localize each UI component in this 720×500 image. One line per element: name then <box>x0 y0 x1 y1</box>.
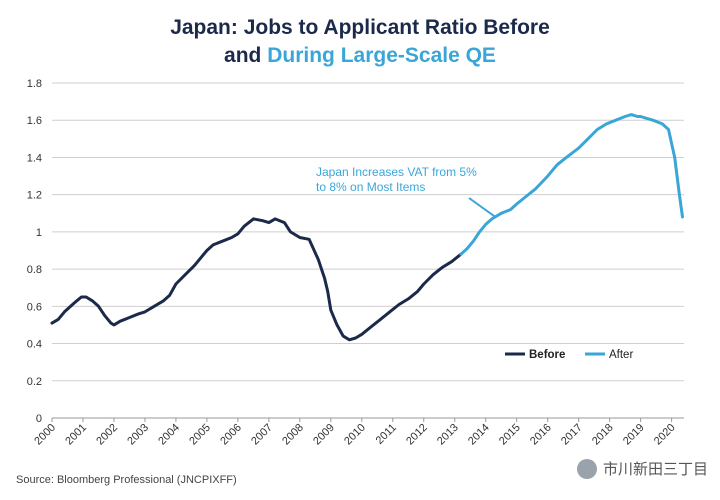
y-tick-label: 1.2 <box>27 190 42 202</box>
x-tick-label: 2002 <box>94 422 120 448</box>
y-tick-label: 1.8 <box>27 78 42 90</box>
y-tick-label: 1.4 <box>27 152 42 164</box>
x-tick-label: 2007 <box>249 422 275 448</box>
source-note: Source: Bloomberg Professional (JNCPIXFF… <box>16 474 237 486</box>
y-tick-label: 0.4 <box>27 339 42 351</box>
x-tick-label: 2000 <box>32 422 58 448</box>
x-tick-label: 2015 <box>497 422 523 448</box>
x-tick-label: 2003 <box>125 422 151 448</box>
title-line-2-accent: During Large-Scale QE <box>267 44 496 67</box>
y-tick-label: 0 <box>36 413 42 425</box>
series-line-after <box>459 113 684 256</box>
x-tick-label: 2009 <box>311 422 337 448</box>
x-tick-label: 2017 <box>559 422 585 448</box>
y-tick-label: 0.6 <box>27 301 42 313</box>
legend-label-before: Before <box>529 349 565 361</box>
x-tick-label: 2010 <box>342 422 368 448</box>
series-line-before <box>50 217 463 342</box>
annotation-line-1: Japan Increases VAT from 5% <box>316 165 477 179</box>
x-tick-label: 2018 <box>590 422 616 448</box>
wechat-icon <box>576 458 597 479</box>
chart-title: Japan: Jobs to Applicant Ratio Before an… <box>0 14 720 70</box>
watermark-text: 市川新田三丁目 <box>602 461 708 478</box>
title-line-1: Japan: Jobs to Applicant Ratio Before <box>170 16 550 39</box>
annotation-line-2: to 8% on Most Items <box>316 180 425 194</box>
x-tick-label: 2005 <box>187 422 213 448</box>
y-tick-label: 0.8 <box>27 264 42 276</box>
watermark: 市川新田三丁目 <box>576 458 708 479</box>
x-tick-label: 2013 <box>435 422 461 448</box>
x-tick-label: 2019 <box>621 422 647 448</box>
y-tick-label: 0.2 <box>27 376 42 388</box>
x-tick-label: 2004 <box>156 422 182 448</box>
title-line-2-prefix: and <box>224 44 268 67</box>
x-tick-label: 2014 <box>466 422 492 448</box>
x-tick-label: 2001 <box>63 422 89 448</box>
x-tick-label: 2011 <box>374 422 399 447</box>
x-tick-label: 2008 <box>280 422 306 448</box>
title-line-2: and During Large-Scale QE <box>0 42 720 70</box>
y-tick-label: 1 <box>36 227 42 239</box>
x-tick-label: 2020 <box>652 422 678 448</box>
x-tick-label: 2012 <box>404 422 430 448</box>
annotation-arrow <box>468 197 496 218</box>
x-tick-label: 2006 <box>218 422 244 448</box>
legend-label-after: After <box>609 349 633 361</box>
x-tick-label: 2016 <box>528 422 554 448</box>
y-tick-label: 1.6 <box>27 115 42 127</box>
